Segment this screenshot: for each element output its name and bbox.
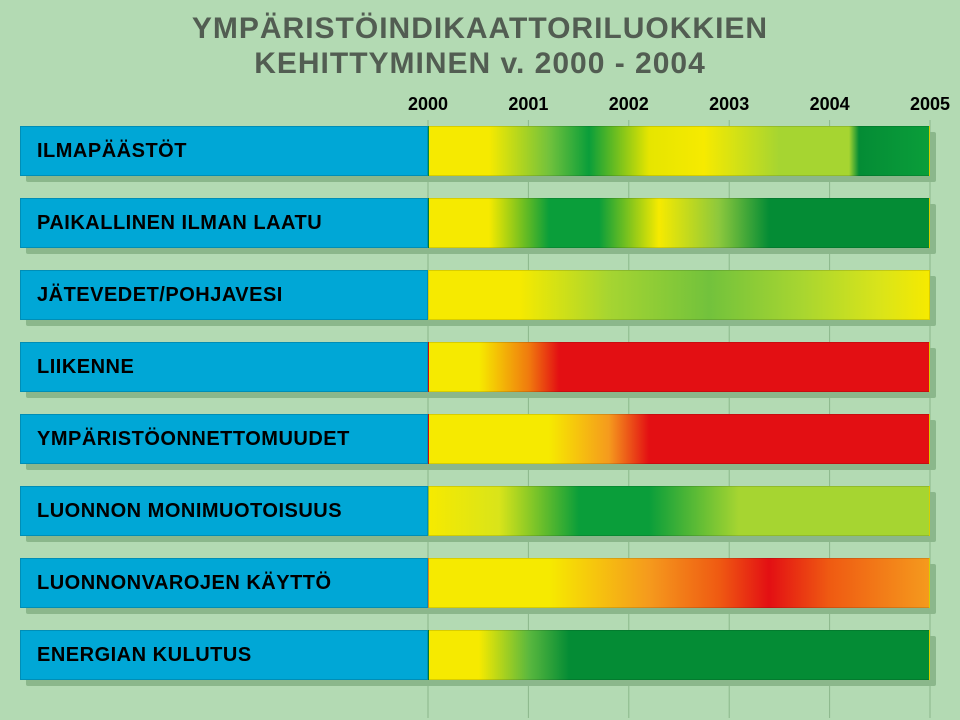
indicator-gradient: [428, 558, 930, 608]
year-label: 2001: [508, 94, 548, 115]
indicator-gradient: [428, 342, 930, 392]
indicator-label: JÄTEVEDET/POHJAVESI: [20, 270, 428, 320]
year-label: 2005: [910, 94, 950, 115]
chart-page: YMPÄRISTÖINDIKAATTORILUOKKIEN KEHITTYMIN…: [0, 0, 960, 720]
year-label: 2003: [709, 94, 749, 115]
indicator-label: LUONNONVAROJEN KÄYTTÖ: [20, 558, 428, 608]
year-label: 2004: [810, 94, 850, 115]
indicator-label: LIIKENNE: [20, 342, 428, 392]
indicator-gradient: [428, 486, 930, 536]
year-label: 2000: [408, 94, 448, 115]
indicator-label: PAIKALLINEN ILMAN LAATU: [20, 198, 428, 248]
indicator-label: LUONNON MONIMUOTOISUUS: [20, 486, 428, 536]
indicator-gradient: [428, 630, 930, 680]
indicator-label: ILMAPÄÄSTÖT: [20, 126, 428, 176]
indicator-gradient: [428, 198, 930, 248]
indicator-label: YMPÄRISTÖONNETTOMUUDET: [20, 414, 428, 464]
indicator-gradient: [428, 270, 930, 320]
indicator-label: ENERGIAN KULUTUS: [20, 630, 428, 680]
indicator-gradient: [428, 126, 930, 176]
indicator-gradient: [428, 414, 930, 464]
year-label: 2002: [609, 94, 649, 115]
